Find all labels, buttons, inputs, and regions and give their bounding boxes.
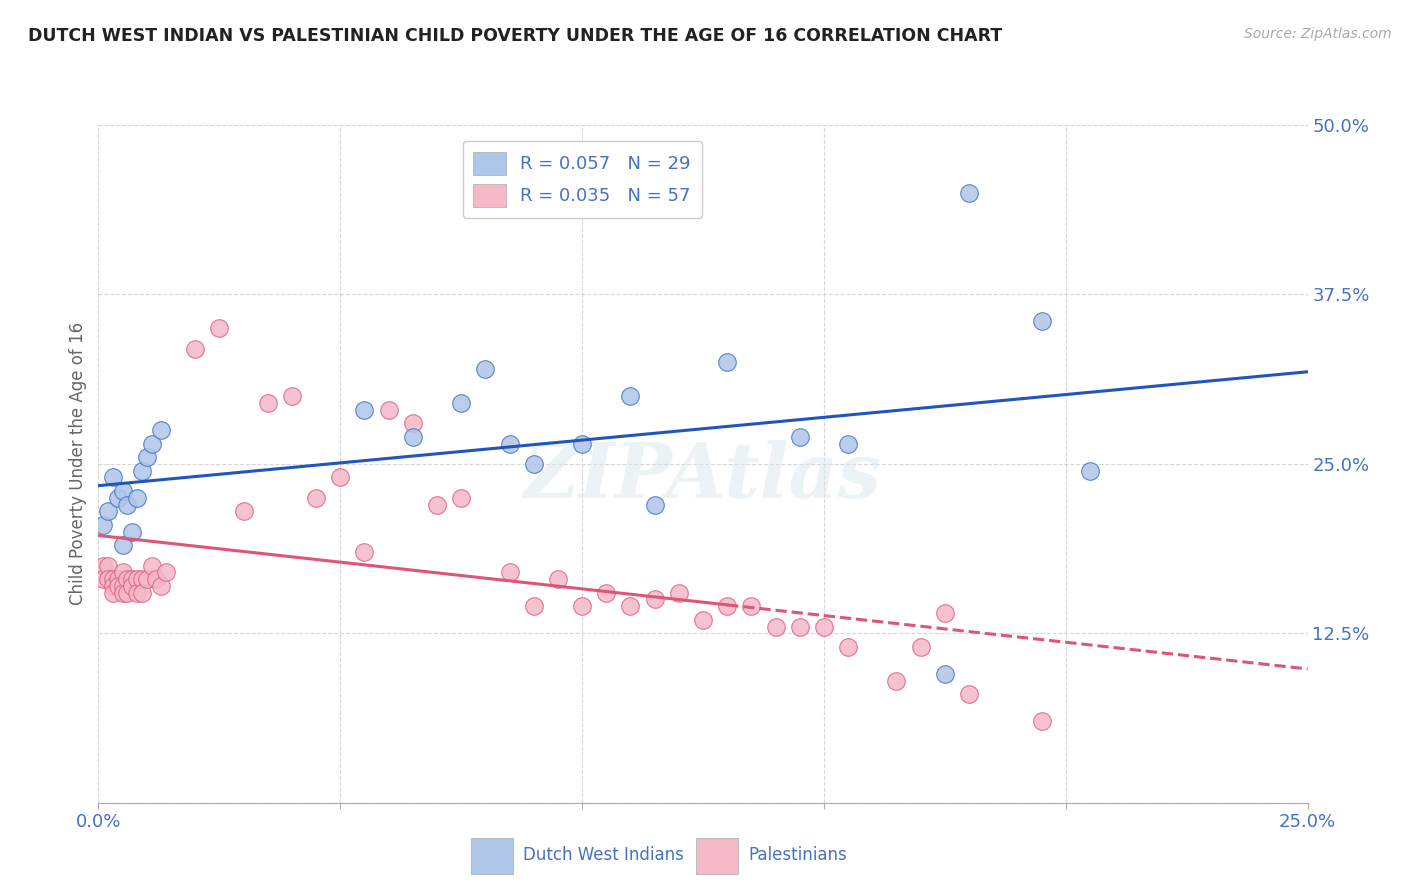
Point: [131, 572, 153, 586]
Point: [121, 572, 143, 586]
Point: [957, 186, 980, 200]
Point: [101, 585, 124, 599]
Point: [117, 498, 139, 512]
Point: [498, 436, 520, 450]
Point: [117, 585, 139, 599]
Point: [97, 504, 120, 518]
Point: [131, 585, 153, 599]
Point: [135, 572, 157, 586]
Point: [498, 566, 520, 580]
Point: [111, 566, 134, 580]
Point: [740, 599, 762, 614]
Point: [934, 606, 956, 620]
Point: [547, 572, 569, 586]
Point: [1078, 464, 1101, 478]
Point: [595, 585, 617, 599]
Point: [150, 579, 173, 593]
Point: [1031, 314, 1053, 328]
Point: [145, 572, 167, 586]
Point: [107, 572, 129, 586]
Point: [716, 355, 738, 369]
Point: [101, 470, 124, 484]
Point: [426, 498, 449, 512]
Point: [111, 538, 134, 552]
Point: [91, 517, 114, 532]
Point: [789, 430, 811, 444]
Point: [111, 579, 134, 593]
Point: [402, 430, 425, 444]
Point: [910, 640, 932, 654]
Point: [91, 558, 114, 573]
Point: [571, 436, 593, 450]
Point: [107, 579, 129, 593]
Point: [450, 396, 472, 410]
Point: [353, 545, 375, 559]
Point: [208, 321, 231, 335]
Point: [141, 558, 163, 573]
Point: [141, 436, 163, 450]
Point: [127, 491, 149, 505]
Point: [117, 572, 139, 586]
Point: [150, 423, 173, 437]
Point: [619, 389, 641, 403]
Point: [101, 572, 124, 586]
Point: [111, 483, 134, 498]
Point: [523, 457, 546, 471]
Point: [97, 558, 120, 573]
Point: [886, 673, 908, 688]
Point: [111, 585, 134, 599]
Text: DUTCH WEST INDIAN VS PALESTINIAN CHILD POVERTY UNDER THE AGE OF 16 CORRELATION C: DUTCH WEST INDIAN VS PALESTINIAN CHILD P…: [28, 27, 1002, 45]
Point: [837, 436, 859, 450]
Point: [957, 687, 980, 701]
Point: [644, 592, 666, 607]
Point: [837, 640, 859, 654]
Y-axis label: Child Poverty Under the Age of 16: Child Poverty Under the Age of 16: [69, 322, 87, 606]
Text: Dutch West Indians: Dutch West Indians: [523, 846, 683, 863]
Point: [184, 342, 207, 356]
Point: [232, 504, 254, 518]
Point: [377, 402, 399, 417]
Point: [353, 402, 375, 417]
Point: [101, 579, 124, 593]
Point: [1031, 714, 1053, 729]
Point: [523, 599, 546, 614]
Text: Palestinians: Palestinians: [748, 846, 846, 863]
Point: [619, 599, 641, 614]
Point: [281, 389, 304, 403]
Point: [155, 566, 177, 580]
Point: [135, 450, 157, 464]
Point: [329, 470, 352, 484]
Text: Source: ZipAtlas.com: Source: ZipAtlas.com: [1244, 27, 1392, 41]
Point: [571, 599, 593, 614]
Point: [127, 585, 149, 599]
Point: [107, 491, 129, 505]
Point: [305, 491, 328, 505]
Legend: R = 0.057   N = 29, R = 0.035   N = 57: R = 0.057 N = 29, R = 0.035 N = 57: [463, 141, 702, 218]
Point: [765, 619, 787, 633]
Point: [474, 362, 496, 376]
Text: ZIPAtlas: ZIPAtlas: [524, 441, 882, 515]
Point: [644, 498, 666, 512]
Point: [402, 416, 425, 430]
Point: [97, 572, 120, 586]
Point: [934, 667, 956, 681]
Point: [121, 524, 143, 539]
Point: [91, 572, 114, 586]
Point: [716, 599, 738, 614]
Point: [668, 585, 690, 599]
Point: [127, 572, 149, 586]
Point: [450, 491, 472, 505]
Point: [789, 619, 811, 633]
Point: [131, 464, 153, 478]
Point: [692, 613, 714, 627]
Point: [813, 619, 835, 633]
Point: [121, 579, 143, 593]
Point: [256, 396, 278, 410]
